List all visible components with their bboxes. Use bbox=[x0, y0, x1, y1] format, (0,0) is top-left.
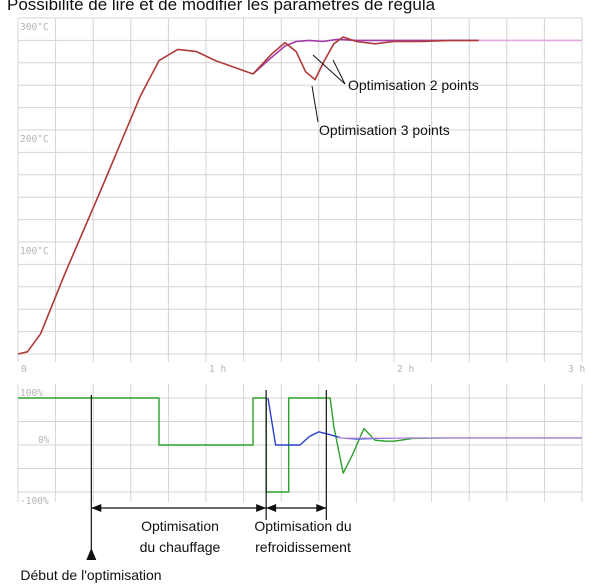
duty-y-tick-label: 0% bbox=[38, 435, 50, 446]
label-cooling-line-2: refroidissement bbox=[255, 539, 351, 555]
label-heating-line-1: Optimisation bbox=[141, 518, 219, 534]
x-tick-label: 3 h bbox=[568, 364, 585, 375]
temperature-chart-grid bbox=[17, 17, 583, 362]
leader-2-points bbox=[312, 54, 346, 85]
x-tick-label: 0 bbox=[21, 364, 27, 375]
duty-line-heating bbox=[18, 397, 582, 493]
cooling-span-arrow-head-right bbox=[316, 504, 327, 512]
heating-span-arrow-head-left bbox=[91, 504, 102, 512]
label-optimisation-2-points: Optimisation 2 points bbox=[348, 77, 479, 93]
cooling-span-arrow-head-left bbox=[266, 504, 277, 512]
leader-2-points-b bbox=[332, 59, 346, 85]
label-cooling-line-1: Optimisation du bbox=[254, 518, 351, 534]
series-line-2-points bbox=[252, 38, 479, 75]
y-tick-label: 200°C bbox=[20, 134, 49, 145]
x-tick-label: 1 h bbox=[209, 364, 226, 375]
duty-y-tick-label: 100% bbox=[20, 388, 43, 399]
series-lines bbox=[17, 36, 582, 493]
x-tick-label: 2 h bbox=[397, 364, 414, 375]
label-heating-line-2: du chauffage bbox=[140, 539, 221, 555]
duty-chart-grid bbox=[17, 384, 583, 502]
heating-span-arrow-head-right bbox=[256, 504, 267, 512]
label-optimisation-3-points: Optimisation 3 points bbox=[319, 122, 450, 138]
tick-labels: 100°C 200°C 300°C 0 1 h 2 h 3 h 100% 0% -100% bbox=[20, 22, 585, 507]
series-line-3-points bbox=[17, 36, 479, 355]
duty-y-tick-label: -100% bbox=[20, 496, 49, 507]
header-text: Possibilité de lire et de modifier les p… bbox=[7, 0, 436, 14]
y-tick-label: 300°C bbox=[20, 22, 49, 33]
leader-3-points bbox=[311, 85, 319, 123]
phase-annotations bbox=[86, 54, 346, 560]
y-tick-label: 100°C bbox=[20, 246, 49, 257]
start-arrow-icon bbox=[86, 548, 97, 560]
label-optimisation-start: Début de l'optimisation bbox=[20, 567, 161, 583]
